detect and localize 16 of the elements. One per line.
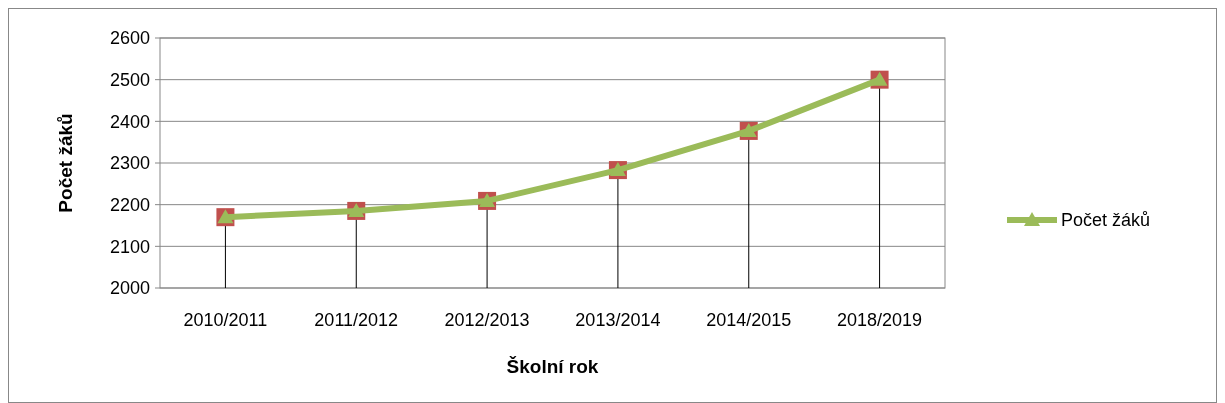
legend-label: Počet žáků (1061, 210, 1151, 231)
y-tick-label: 2400 (109, 111, 150, 132)
y-tick-label: 2100 (109, 236, 150, 257)
y-axis-title: Počet žáků (55, 113, 76, 213)
x-tick-label: 2013/2014 (575, 310, 661, 330)
y-tick-label: 2300 (109, 153, 150, 174)
y-tick-label: 2600 (109, 28, 150, 49)
x-tick-label: 2011/2012 (314, 310, 399, 330)
x-tick-label: 2012/2013 (444, 310, 530, 330)
x-axis-title: Školní rok (506, 356, 599, 377)
y-tick-label: 2000 (109, 278, 150, 299)
x-tick-label: 2018/2019 (837, 310, 923, 330)
y-tick-label: 2500 (109, 69, 150, 90)
y-tick-label: 2200 (109, 194, 150, 215)
x-tick-label: 2014/2015 (706, 310, 792, 330)
x-tick-label: 2010/2011 (183, 310, 268, 330)
